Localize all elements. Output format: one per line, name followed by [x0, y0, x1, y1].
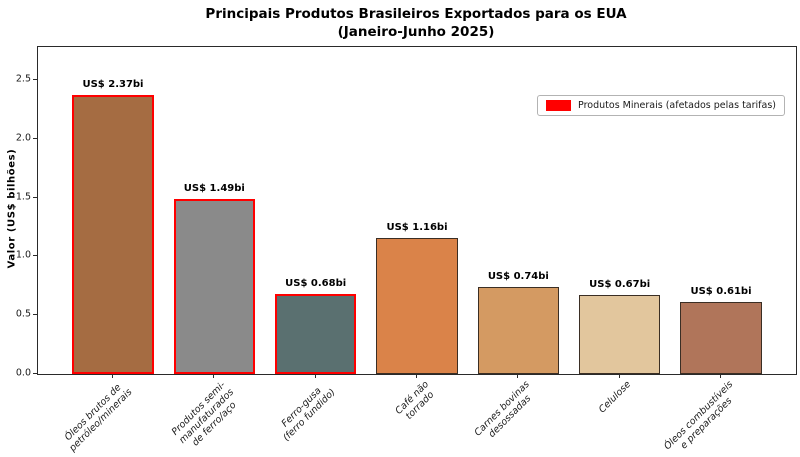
bar-value-label-5: US$ 0.67bi: [589, 279, 651, 291]
x-tick-label-5: Celulose: [597, 379, 634, 416]
bar-0: [72, 95, 154, 374]
y-tick-label-4: 2.0: [15, 132, 31, 144]
chart-title: Principais Produtos Brasileiros Exportad…: [37, 6, 795, 41]
x-tick-mark-5: [618, 374, 620, 378]
y-tick-mark-3: [33, 196, 37, 198]
bar-value-label-1: US$ 1.49bi: [183, 182, 245, 194]
bar-value-label-2: US$ 0.68bi: [285, 278, 347, 290]
x-tick-label-3: Café não torrado: [393, 379, 437, 423]
x-tick-mark-1: [213, 374, 215, 378]
x-tick-label-4: Carnes bovinas desossadas: [472, 379, 534, 441]
y-axis-title: Valor (US$ bilhões): [6, 148, 18, 269]
x-tick-mark-6: [720, 374, 721, 378]
y-tick-label-0: 0.0: [15, 367, 31, 379]
x-tick-label-6: Óleos combustíveis e preparações: [661, 379, 735, 453]
bar-4: [477, 286, 559, 374]
legend: Produtos Minerais (afetados pelas tarifa…: [537, 95, 785, 116]
bar-5: [579, 295, 661, 374]
bar-2: [275, 294, 357, 374]
bar-1: [173, 198, 255, 374]
x-tick-label-1: Produtos semi- manufaturados de ferro/aç…: [169, 379, 239, 449]
bar-3: [376, 237, 458, 374]
bar-value-label-6: US$ 0.61bi: [690, 286, 752, 298]
y-tick-label-3: 1.5: [15, 191, 31, 203]
x-tick-label-2: Ferro-gusa (ferro fundido): [279, 385, 338, 444]
bar-6: [680, 302, 762, 374]
x-tick-mark-3: [416, 374, 417, 378]
x-tick-mark-0: [111, 374, 113, 378]
x-tick-mark-2: [314, 374, 316, 378]
y-tick-label-1: 0.5: [15, 308, 31, 320]
y-tick-mark-0: [33, 373, 37, 374]
x-tick-label-0: Óleos brutos de petróleo/minerais: [62, 382, 135, 455]
y-tick-mark-5: [33, 78, 37, 80]
legend-label: Produtos Minerais (afetados pelas tarifa…: [578, 100, 776, 111]
chart-title-line1: Principais Produtos Brasileiros Exportad…: [205, 6, 627, 22]
y-tick-label-5: 2.5: [15, 73, 31, 85]
bar-value-label-4: US$ 0.74bi: [487, 270, 549, 282]
legend-swatch-red: [546, 100, 572, 111]
y-tick-mark-1: [33, 314, 37, 316]
chart-title-line2: (Janeiro-Junho 2025): [337, 23, 495, 40]
plot-area: US$ 2.37bi US$ 1.49bi US$ 0.68bi US$ 1.16bi…: [37, 46, 797, 375]
y-tick-mark-2: [33, 255, 37, 257]
bar-value-label-3: US$ 1.16bi: [386, 221, 448, 233]
y-tick-label-2: 1.0: [15, 249, 31, 261]
y-tick-mark-4: [33, 137, 37, 139]
x-tick-mark-4: [517, 374, 519, 378]
bar-value-label-0: US$ 2.37bi: [82, 79, 144, 91]
